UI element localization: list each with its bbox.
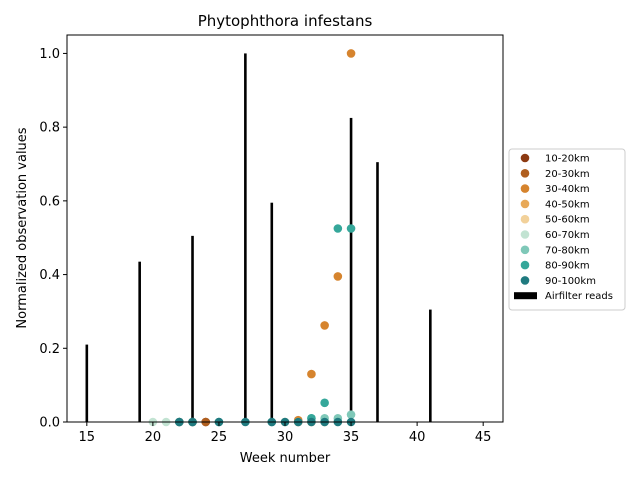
data-points [148, 49, 356, 427]
legend-label: 30-40km [545, 184, 590, 195]
airfilter-bar [376, 162, 379, 422]
data-point [320, 321, 329, 330]
data-point [320, 398, 329, 408]
y-tick-label: 0.4 [39, 268, 60, 283]
legend-marker [520, 230, 530, 239]
legend-marker [520, 153, 530, 163]
data-point [333, 272, 343, 281]
airfilter-bar [349, 117, 353, 422]
airfilter-bar [270, 202, 274, 422]
x-tick-label: 30 [277, 430, 294, 445]
x-tick-label: 40 [409, 430, 426, 445]
airfilter-bar [138, 261, 141, 422]
airfilter-bar [244, 53, 247, 423]
legend-marker [520, 276, 530, 285]
legend-box [508, 148, 626, 311]
x-tick-label: 35 [343, 430, 360, 445]
legend: 10-20km 20-30km 30-40km 40-50km 50-60km 60-70… [508, 148, 626, 311]
data-point [333, 224, 343, 233]
data-point [307, 369, 316, 379]
x-axis-label: Week number [240, 451, 331, 466]
x-tick-label: 45 [475, 430, 492, 445]
legend-label: 40-50km [545, 199, 590, 210]
legend-marker [514, 292, 537, 300]
legend-label: 50-60km [545, 215, 590, 226]
airfilter-bar [85, 344, 89, 422]
legend-marker [520, 214, 530, 224]
data-point [346, 410, 356, 419]
plot-frame [66, 34, 504, 423]
legend-marker [520, 245, 530, 255]
y-axis-label: Normalized observation values [15, 127, 30, 328]
airfilter-bar [191, 235, 194, 422]
airfilter-bar [429, 309, 432, 422]
y-tick-label: 0.8 [39, 121, 60, 136]
y-tick-label: 0.0 [39, 416, 60, 431]
x-tick-label: 15 [79, 430, 96, 445]
legend-marker [520, 184, 530, 193]
y-tick-label: 0.2 [39, 342, 60, 357]
chart-title: Phytophthora infestans [198, 12, 373, 30]
y-axis-ticks: 0.0 0.2 0.4 0.6 0.8 1.0 [39, 47, 67, 431]
y-tick-label: 1.0 [39, 47, 60, 62]
airfilter-bars [85, 53, 432, 423]
legend-marker [520, 199, 530, 209]
x-axis-ticks: 15 20 25 30 35 40 45 [79, 422, 492, 445]
legend-label: 70-80km [545, 245, 590, 256]
legend-marker [520, 169, 530, 178]
data-point [346, 224, 356, 233]
legend-label: 10-20km [545, 154, 590, 165]
x-tick-label: 25 [211, 430, 228, 445]
legend-label: Airfilter reads [545, 291, 613, 302]
legend-marker [520, 260, 530, 270]
legend-label: 80-90km [545, 261, 590, 272]
legend-label: 60-70km [545, 230, 590, 241]
data-point [346, 49, 356, 58]
legend-label: 20-30km [545, 169, 590, 180]
y-tick-label: 0.6 [39, 194, 60, 209]
x-tick-label: 20 [145, 430, 162, 445]
legend-label: 90-100km [545, 276, 596, 287]
